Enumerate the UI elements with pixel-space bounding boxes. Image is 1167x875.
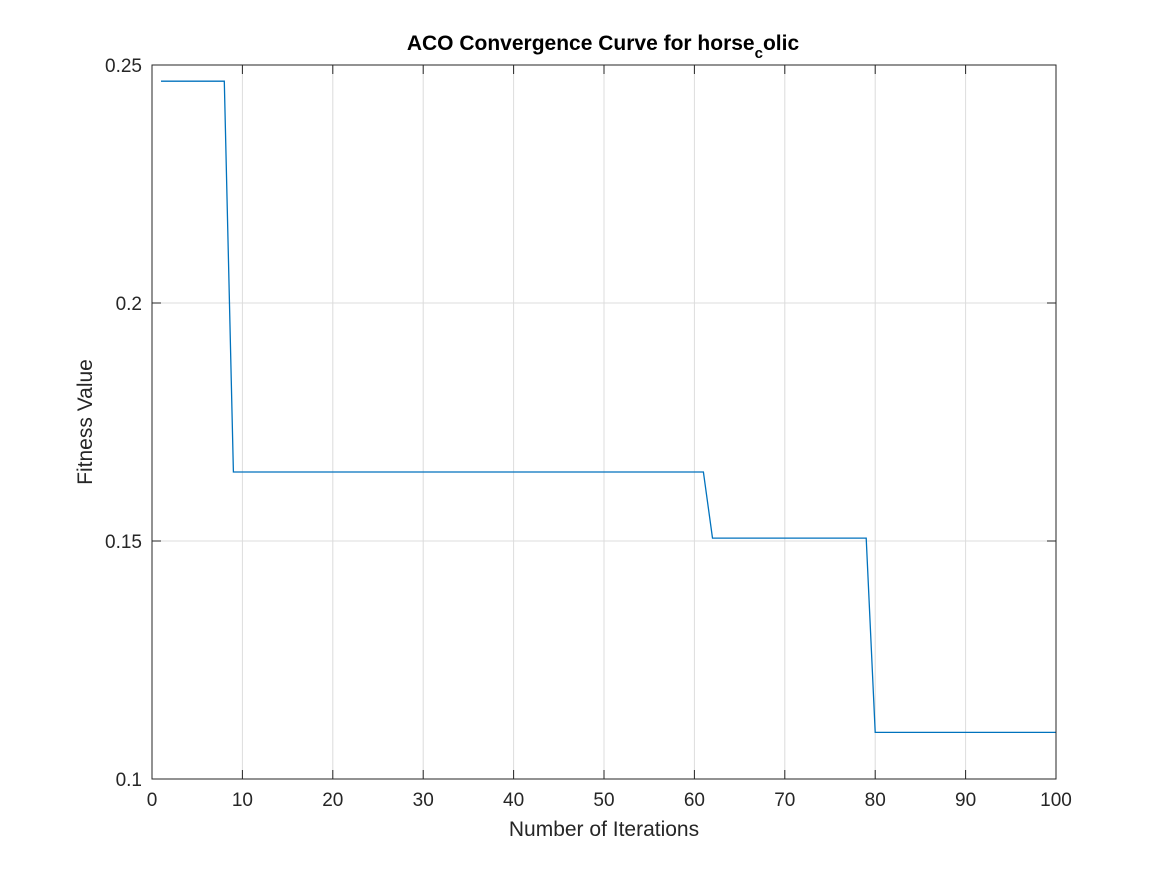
chart-title-main: ACO Convergence Curve for horse [407, 32, 755, 55]
grid-lines [152, 65, 1056, 779]
y-tick-labels: 0.1 0.15 0.2 0.25 [105, 56, 142, 791]
x-tick-label: 10 [232, 790, 253, 811]
x-tick-label: 70 [774, 790, 795, 811]
x-tick-label: 50 [593, 790, 614, 811]
x-axis-label: Number of Iterations [509, 818, 699, 841]
chart-title: ACO Convergence Curve for horsecolic [407, 32, 800, 62]
series-lines [161, 80, 1056, 734]
y-tick-label: 0.25 [105, 56, 142, 77]
series-line [161, 80, 1056, 734]
x-tick-label: 30 [413, 790, 434, 811]
tick-marks [151, 64, 1057, 780]
x-tick-label: 0 [147, 790, 158, 811]
chart-title-subscript: c [755, 45, 763, 62]
x-tick-label: 80 [865, 790, 886, 811]
y-axis-label: Fitness Value [74, 359, 97, 485]
x-tick-label: 100 [1040, 790, 1072, 811]
y-tick-label: 0.15 [105, 532, 142, 553]
y-tick-label: 0.1 [116, 770, 142, 791]
x-tick-labels: 0 10 20 30 40 50 60 70 80 90 100 [147, 790, 1072, 811]
chart-title-rest: olic [763, 32, 799, 55]
y-tick-label: 0.2 [116, 294, 142, 315]
x-tick-label: 20 [322, 790, 343, 811]
x-tick-label: 40 [503, 790, 524, 811]
x-tick-label: 60 [684, 790, 705, 811]
x-tick-label: 90 [955, 790, 976, 811]
